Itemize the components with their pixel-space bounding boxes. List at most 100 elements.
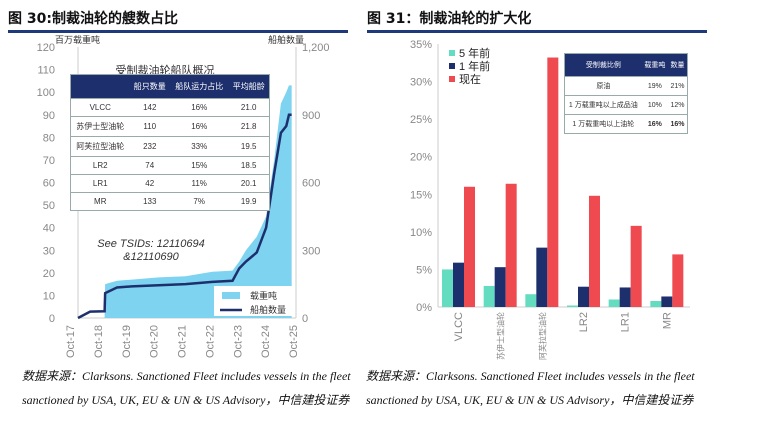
table-cell: 142 [129, 98, 170, 117]
vessel-count-line [77, 113, 292, 320]
bar-y-tick: 35% [410, 39, 432, 51]
y-tick-left: 10 [43, 290, 55, 302]
table-cell: 19.5 [228, 136, 270, 157]
table-cell: 19% [641, 76, 668, 96]
bar-y-tick: 5% [416, 264, 432, 276]
left-title: 图 30:制裁油轮的艘数占比 [8, 11, 178, 27]
table-cell: 16% [169, 116, 229, 137]
table-cell: 阿芙拉型油轮 [70, 136, 130, 157]
left-source-line2: sanctioned by USA, UK, EU & UN & US Advi… [22, 393, 350, 407]
table-header: 船只数量 [129, 74, 170, 99]
table-cell: LR2 [70, 156, 130, 175]
fleet-table: 船只数量 船队运力占比 平均船龄 VLCC 142 16% 21.0 苏伊士型油轮 110 16%… [70, 74, 270, 211]
right-source-line1: 数据来源：Clarksons. Sanctioned Fleet include… [366, 369, 695, 383]
table-cell: 21.8 [228, 116, 270, 137]
table-cell: 原油 [564, 76, 642, 96]
left-source: 数据来源：Clarksons. Sanctioned Fleet include… [22, 364, 362, 412]
bar-category-label: 苏伊士型油轮 [496, 312, 506, 360]
bar-category-label: LR1 [620, 312, 632, 332]
table-cell: 苏伊士型油轮 [70, 116, 130, 137]
y-label-left: 百万载重吨 [55, 34, 100, 45]
bar-y-tick: 0% [416, 302, 432, 314]
y-tick-right: 600 [302, 178, 320, 190]
table-cell: 33% [169, 136, 229, 157]
y-tick-left: 80 [43, 132, 55, 144]
table-cell: 110 [129, 116, 170, 137]
table-cell: 1 万载重吨以上油轮 [564, 114, 642, 134]
y-tick-left: 50 [43, 200, 55, 212]
y-tick-left: 30 [43, 245, 55, 257]
table-header: 船队运力占比 [169, 74, 229, 99]
table-cell: 133 [129, 192, 170, 211]
table-cell: 7% [169, 192, 229, 211]
legend-label: 5 年前 [459, 46, 490, 60]
legend-swatch-dwt [222, 292, 240, 299]
x-tick: Oct-20 [149, 325, 161, 358]
bar-1 [578, 286, 589, 307]
table-cell: 16% [169, 98, 229, 117]
right-title: 图 31：制裁油轮的扩大化 [367, 11, 532, 27]
right-source: 数据来源：Clarksons. Sanctioned Fleet include… [366, 364, 706, 412]
bar-y-tick: 20% [410, 152, 432, 164]
bar-0 [483, 285, 495, 307]
legend-swatch [449, 76, 455, 82]
table-row: LR1 42 11% 20.1 [70, 174, 270, 193]
bar-1 [494, 267, 506, 307]
table-cell: 15% [169, 156, 229, 175]
bar-2 [589, 195, 600, 307]
bar-category-label: VLCC [453, 312, 465, 341]
bar-0 [525, 294, 537, 307]
bar-0 [650, 300, 662, 307]
table-cell: 21% [668, 76, 688, 96]
table-row: 苏伊士型油轮 110 16% 21.8 [70, 116, 270, 137]
bar-2 [464, 186, 475, 307]
table-header [70, 74, 130, 99]
bar-category-label: LR2 [578, 312, 590, 332]
legend-label-dwt: 载重吨 [250, 290, 277, 301]
table-cell: 1 万载重吨以上成品油 [564, 95, 642, 115]
right-title-rule [367, 30, 707, 33]
bar-y-tick: 15% [410, 189, 432, 201]
bar-2 [505, 183, 517, 307]
y-tick-left: 100 [37, 87, 55, 99]
bar-0 [608, 299, 620, 307]
sanction-ratio-table: 受制裁比例 载重吨 数量 原油 19% 21% 1 万载重吨以上成品油 10% 12% 1 万载重… [564, 53, 688, 134]
table-cell: 19.9 [228, 192, 270, 211]
y-label-right: 船舶数量 [268, 34, 304, 45]
bar-1 [619, 287, 631, 307]
x-tick: Oct-23 [232, 325, 244, 358]
x-tick: Oct-21 [177, 325, 189, 358]
table-header: 平均船龄 [228, 74, 270, 99]
bar-y-tick: 25% [410, 114, 432, 126]
bar-1 [453, 262, 464, 307]
x-tick: Oct-19 [121, 325, 133, 358]
bar-1 [536, 247, 548, 307]
table-row: 阿芙拉型油轮 232 33% 19.5 [70, 136, 270, 157]
y-tick-left: 20 [43, 268, 55, 280]
table-cell: 16% [641, 114, 668, 134]
y-tick-left: 60 [43, 178, 55, 190]
table-row: 原油 19% 21% [564, 76, 688, 96]
table-header: 载重吨 [641, 53, 668, 77]
legend-label: 1 年前 [459, 59, 490, 73]
bar-y-tick: 30% [410, 77, 432, 89]
bar-2 [547, 57, 559, 308]
bar-y-tick: 10% [410, 227, 432, 239]
table-cell: 12% [668, 95, 688, 115]
table-row: 1 万载重吨以上成品油 10% 12% [564, 95, 688, 115]
y-tick-left: 110 [37, 65, 55, 77]
y-tick-left: 70 [43, 155, 55, 167]
left-title-rule [8, 30, 348, 33]
y-tick-right: 1,200 [302, 42, 330, 54]
table-cell: 21.0 [228, 98, 270, 117]
legend-swatch [449, 63, 455, 69]
bar-2 [630, 225, 642, 307]
y-tick-left: 0 [49, 313, 55, 325]
x-tick: Oct-18 [93, 325, 105, 358]
y-tick-left: 120 [37, 42, 55, 54]
table-cell: MR [70, 192, 130, 211]
bar-0 [567, 305, 578, 307]
table-header: 受制裁比例 [564, 53, 642, 77]
table-row: 1 万载重吨以上油轮 16% 16% [564, 114, 688, 134]
